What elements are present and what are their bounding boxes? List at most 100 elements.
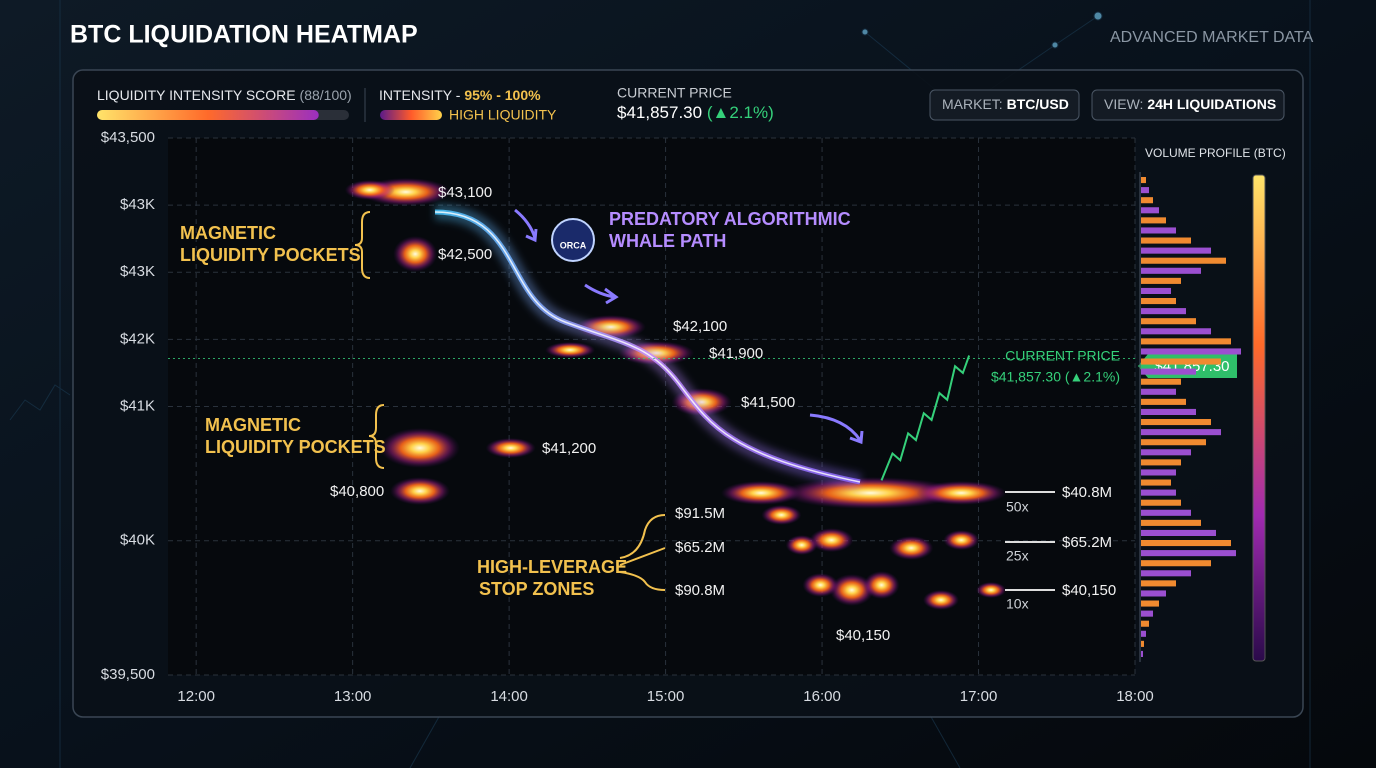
volume-bar <box>1141 580 1176 587</box>
color-scale <box>1252 174 1266 662</box>
heat-cluster <box>389 477 450 506</box>
volume-bar <box>1141 378 1181 385</box>
stop-amount: $90.8M <box>675 582 725 599</box>
volume-bar <box>1141 338 1231 345</box>
heat-cluster <box>344 179 395 200</box>
volume-profile <box>1141 177 1241 657</box>
magnetic-annotation: MAGNETIC <box>205 415 301 435</box>
volume-profile-title: VOLUME PROFILE (BTC) <box>1145 146 1286 160</box>
volume-bar <box>1141 388 1176 395</box>
x-tick-label: 17:00 <box>960 688 998 705</box>
x-tick-label: 18:00 <box>1116 688 1154 705</box>
heat-cluster <box>721 480 802 505</box>
volume-bar <box>1141 277 1181 284</box>
current-price-label: CURRENT PRICE <box>1005 348 1120 364</box>
heat-cluster <box>916 480 1007 505</box>
cluster-label: $41,200 <box>542 440 596 457</box>
heat-cluster <box>485 437 536 458</box>
magnetic-annotation: MAGNETIC <box>180 223 276 243</box>
whale-annotation: PREDATORY ALGORITHMIC <box>609 209 851 229</box>
volume-bar <box>1141 519 1201 526</box>
whale-path <box>434 204 864 490</box>
market-text[interactable]: MARKET: BTC/USD <box>942 96 1069 112</box>
volume-bar <box>1141 540 1231 547</box>
heat-cluster <box>545 341 596 358</box>
y-tick-label: $43K <box>120 196 155 213</box>
volume-bar <box>1141 600 1159 607</box>
volume-bar <box>1141 207 1159 214</box>
volume-bar <box>1141 469 1176 476</box>
volume-bar <box>1141 630 1146 637</box>
heat-cluster <box>922 589 959 610</box>
page-subtitle: ADVANCED MARKET DATA <box>1110 29 1314 46</box>
leverage-label: 50x <box>1006 499 1029 515</box>
cluster-label: $42,500 <box>438 246 492 263</box>
y-tick-label: $39,500 <box>101 666 155 683</box>
volume-bar <box>1141 429 1221 436</box>
score-label: LIQUIDITY INTENSITY SCORE (88/100) <box>97 87 352 103</box>
heat-cluster <box>761 504 802 525</box>
volume-bar <box>1141 287 1171 294</box>
volume-bar <box>1141 449 1191 456</box>
cluster-label: $43,100 <box>438 184 492 201</box>
cluster-label: $41,900 <box>709 345 763 362</box>
heat-cluster <box>943 530 980 551</box>
volume-bar <box>1141 489 1176 496</box>
heatmap <box>344 177 1007 610</box>
volume-bar <box>1141 439 1206 446</box>
x-tick-label: 13:00 <box>334 688 372 705</box>
stop-zone-annotation: STOP ZONES <box>479 579 594 599</box>
leverage-label: 10x <box>1006 596 1029 612</box>
x-tick-label: 14:00 <box>490 688 528 705</box>
heat-cluster <box>976 582 1007 599</box>
page-title: BTC LIQUIDATION HEATMAP <box>70 21 418 49</box>
volume-bar <box>1141 257 1226 264</box>
volume-bar <box>1141 177 1146 184</box>
y-tick-label: $40K <box>120 532 155 549</box>
y-tick-label: $43K <box>120 263 155 280</box>
y-tick-label: $43,500 <box>101 129 155 146</box>
stop-amount: $91.5M <box>675 505 725 522</box>
volume-bar <box>1141 187 1149 194</box>
volume-bar <box>1141 247 1211 254</box>
volume-bar <box>1141 237 1191 244</box>
volume-bar <box>1141 550 1236 557</box>
volume-bar <box>1141 308 1186 315</box>
volume-bar <box>1141 217 1166 224</box>
volume-bar <box>1141 509 1191 516</box>
volume-bar <box>1141 459 1181 466</box>
view-text[interactable]: VIEW: 24H LIQUIDATIONS <box>1104 96 1276 112</box>
market-button[interactable] <box>929 89 1080 121</box>
heat-cluster <box>785 535 818 556</box>
heat-cluster <box>780 476 961 509</box>
volume-bar <box>1141 590 1166 597</box>
volume-bar <box>1141 640 1144 647</box>
volume-bar <box>1141 197 1153 204</box>
y-tick-label: $41K <box>120 397 155 414</box>
volume-bar <box>1141 529 1216 536</box>
heat-cluster <box>393 235 438 272</box>
volume-bar <box>1141 419 1211 426</box>
cluster-label: $40,150 <box>836 627 890 644</box>
score-bar <box>97 110 319 120</box>
volume-bar <box>1141 267 1201 274</box>
heat-cluster <box>379 427 460 468</box>
price-value: $41,857.30 (▲2.1%) <box>617 103 774 122</box>
heat-cluster <box>809 528 854 553</box>
volume-bar <box>1141 368 1196 375</box>
heat-cluster <box>802 573 839 598</box>
orca-text: ORCA <box>560 240 587 250</box>
view-button[interactable] <box>1091 89 1285 121</box>
background-decor <box>9 0 1311 768</box>
orca-badge <box>551 218 595 262</box>
right-label: $40.8M <box>1062 484 1112 501</box>
volume-bar <box>1141 398 1186 405</box>
volume-bar <box>1141 499 1181 506</box>
magnetic-annotation: LIQUIDITY POCKETS <box>205 437 386 457</box>
cluster-label: $40,800 <box>330 483 384 500</box>
right-label: $65.2M <box>1062 534 1112 551</box>
magnetic-annotation: LIQUIDITY POCKETS <box>180 245 361 265</box>
y-tick-label: $42K <box>120 330 155 347</box>
volume-bar <box>1141 620 1149 627</box>
